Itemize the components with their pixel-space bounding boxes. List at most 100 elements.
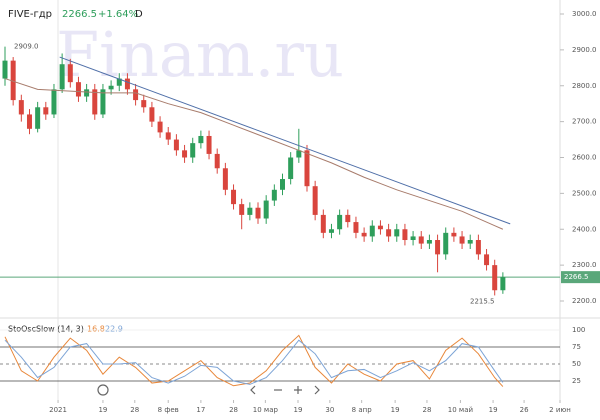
y-tick-label: 2400.0 <box>572 225 597 233</box>
y-tick-label: 2600.0 <box>572 154 597 162</box>
x-tick-label: 8 фев <box>158 406 179 414</box>
candle-body <box>214 153 220 169</box>
stoch-line <box>4 334 504 387</box>
reset[interactable] <box>97 384 109 396</box>
candle-body <box>116 78 122 86</box>
x-tick-label: 30 <box>325 406 334 414</box>
x-tick-label: 10 мар <box>253 406 279 414</box>
candle-body <box>443 232 449 255</box>
toolbar[interactable] <box>97 384 320 396</box>
x-tick-label: 19 <box>489 406 498 414</box>
candle-body <box>67 64 73 83</box>
candle-body <box>386 229 392 237</box>
y-tick-label: 2300.0 <box>572 261 597 269</box>
legend-entry: 16.8 <box>87 325 105 334</box>
y-tick-label: 50 <box>572 360 581 368</box>
candle-body <box>418 236 424 244</box>
candle-body <box>467 240 473 244</box>
candle-body <box>435 240 441 255</box>
candle-body <box>35 107 41 129</box>
scroll-left[interactable] <box>250 385 256 395</box>
candle-body <box>239 204 245 215</box>
x-tick-label: 19 <box>98 406 107 414</box>
candle-body <box>182 150 188 158</box>
candle-body <box>320 214 326 233</box>
candle-body <box>402 229 408 241</box>
x-tick-label: 26 <box>520 406 529 414</box>
candle-body <box>361 232 367 237</box>
candle-body <box>451 232 457 237</box>
candle-body <box>492 265 498 291</box>
high-label: 2909.0 <box>14 43 39 51</box>
last-price: 2266.5 <box>62 9 97 20</box>
y-tick-label: 2500.0 <box>572 189 597 197</box>
low-label: 2215.5 <box>470 297 495 305</box>
candle-body <box>59 64 65 90</box>
candle-body <box>312 186 318 215</box>
legend-entry: 22.9 <box>105 325 123 334</box>
zoom-in[interactable] <box>294 386 302 394</box>
candle-body <box>377 225 383 230</box>
scroll-right[interactable] <box>314 385 320 395</box>
candle-body <box>75 82 81 97</box>
x-tick-label: 2021 <box>49 406 67 414</box>
candle-body <box>394 229 400 237</box>
candle-body <box>10 60 16 101</box>
y-tick-label: 100 <box>572 326 585 334</box>
candle-body <box>157 121 163 133</box>
candle-body <box>426 240 432 244</box>
candle-body <box>410 236 416 241</box>
y-tick-label: 25 <box>572 377 581 385</box>
candle-body <box>141 100 147 108</box>
x-tick-label: 17 <box>196 406 205 414</box>
trendline <box>59 56 511 225</box>
price-label-box <box>561 271 600 284</box>
candle-body <box>149 107 155 122</box>
x-tick-label: 28 <box>229 406 238 414</box>
x-tick-label: 19 <box>294 406 303 414</box>
candle-body <box>165 132 171 140</box>
candle-body <box>100 89 106 115</box>
candle-body <box>484 254 490 266</box>
candle-body <box>43 107 49 115</box>
candle-body <box>255 207 261 219</box>
candle-body <box>26 114 32 129</box>
candle-body <box>190 143 196 158</box>
price-label: 2266.5 <box>564 273 589 281</box>
candle-body <box>328 229 334 233</box>
candle-body <box>280 179 285 190</box>
candle-body <box>263 200 269 219</box>
candle-body <box>2 60 8 79</box>
ticker: FIVE-гдр <box>8 9 52 20</box>
candle-body <box>133 89 139 101</box>
candle-body <box>337 214 343 230</box>
change: +1.64% <box>98 9 138 20</box>
x-tick-label: 19 <box>391 406 400 414</box>
x-tick-label: 28 <box>130 406 139 414</box>
candle-body <box>353 222 359 233</box>
candle-body <box>206 135 212 154</box>
stoch-title: StoOscSlow (14, 3) <box>8 325 84 334</box>
x-tick-label: 28 <box>423 406 432 414</box>
candle-body <box>84 89 90 97</box>
candle-body <box>271 189 277 201</box>
y-tick-label: 2200.0 <box>572 297 597 305</box>
candle-body <box>18 100 24 115</box>
x-tick-label: 2 июн <box>549 406 571 414</box>
candle-body <box>247 207 253 215</box>
y-tick-label: 3000.0 <box>572 10 597 18</box>
stoch-line <box>4 339 504 385</box>
candle-body <box>222 168 228 190</box>
candle-body <box>500 277 506 291</box>
candle-body <box>124 78 130 90</box>
y-tick-label: 2900.0 <box>572 46 597 54</box>
candle-body <box>475 240 481 255</box>
x-tick-label: 8 апр <box>352 406 373 414</box>
candle-body <box>108 85 114 90</box>
y-tick-label: 2800.0 <box>572 82 597 90</box>
candle-body <box>296 150 302 158</box>
y-tick-label: 2700.0 <box>572 118 597 126</box>
candle-body <box>288 157 294 180</box>
